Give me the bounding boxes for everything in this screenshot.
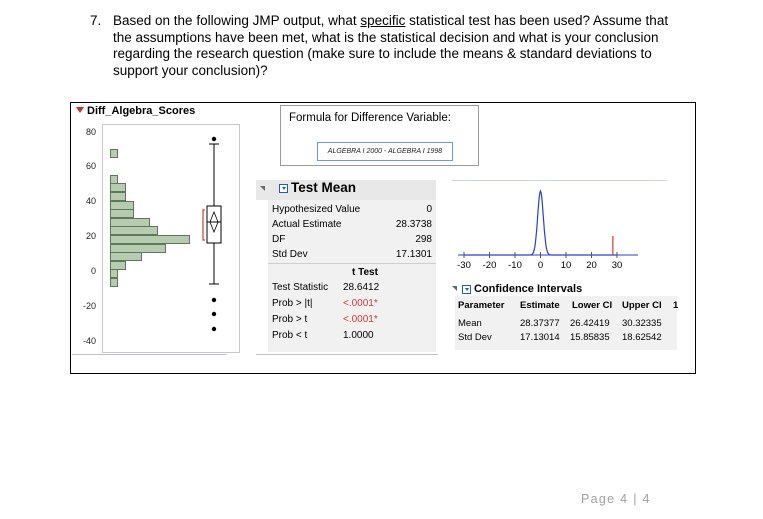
ci-cell: 26.42419 (570, 318, 610, 329)
ci-cell: 30.32335 (622, 318, 662, 329)
divider (452, 180, 667, 181)
ci-cell: Std Dev (458, 332, 492, 343)
x-tick-label: 20 (586, 260, 597, 271)
distribution-title: Diff_Algebra_Scores (87, 105, 196, 117)
outlier-box-plot (202, 136, 222, 332)
y-tick: -20 (82, 301, 96, 311)
histogram-bar[interactable] (110, 252, 142, 262)
histogram-bar[interactable] (110, 278, 118, 288)
test-mean-header[interactable] (256, 180, 436, 200)
red-triangle-icon[interactable] (76, 107, 84, 113)
x-tick-marks (463, 252, 618, 258)
t-density-plot (458, 189, 638, 258)
histogram-bar[interactable] (110, 183, 126, 193)
histogram-bar[interactable] (110, 217, 150, 227)
page-number: Page 4 | 4 (581, 492, 651, 506)
divider (256, 354, 438, 355)
histogram-bar[interactable] (110, 260, 126, 270)
stat-value: 17.1301 (395, 249, 432, 260)
distribution-header[interactable]: Diff_Algebra_Scores (72, 105, 242, 121)
ci-cell: 15.85835 (570, 332, 610, 343)
collapse-caret-icon[interactable] (452, 286, 457, 291)
ci-cell: 18.62542 (622, 332, 662, 343)
density-curve (464, 189, 617, 256)
outlier-point (211, 297, 217, 303)
t-stat-value: 1.0000 (343, 330, 374, 341)
formula-expression[interactable]: ALGEBRA I 2000 - ALGEBRA I 1998 (317, 142, 453, 161)
y-tick: -40 (82, 336, 96, 346)
x-tick-label: -20 (482, 260, 497, 271)
test-mean-title: Test Mean (291, 180, 357, 195)
y-tick: 60 (85, 161, 96, 171)
histogram-bar[interactable] (110, 174, 118, 184)
ci-column-header: Parameter (458, 300, 505, 311)
histogram-bar[interactable] (110, 243, 166, 253)
outlier-point (211, 311, 217, 317)
question-emphasis: specific (360, 13, 406, 28)
t-stat-label: Prob > |t| (272, 298, 313, 309)
t-stat-value: <.0001* (343, 298, 378, 309)
histogram-bar[interactable] (110, 149, 118, 159)
ci-column-header: 1 (673, 300, 679, 311)
t-stat-value: <.0001* (343, 314, 378, 325)
y-tick: 40 (85, 196, 96, 206)
divider (72, 354, 227, 355)
x-tick-label: 30 (611, 260, 623, 271)
x-tick-label: -10 (508, 260, 522, 271)
outlier-point (211, 136, 217, 142)
stat-value: 298 (415, 234, 432, 245)
histogram-bar[interactable] (110, 192, 126, 202)
stat-label: Actual Estimate (272, 219, 342, 230)
collapse-caret-icon[interactable] (260, 186, 265, 191)
y-tick: 20 (85, 231, 96, 241)
disclosure-menu-icon[interactable] (279, 184, 288, 193)
ci-column-header: Upper CI (622, 300, 662, 311)
mean-diamond (209, 210, 219, 234)
ci-title: Confidence Intervals (474, 283, 583, 295)
stat-value: 28.3738 (395, 219, 432, 230)
stat-label: Std Dev (272, 249, 308, 260)
histogram-bar[interactable] (110, 226, 158, 236)
disclosure-menu-icon[interactable] (462, 285, 471, 294)
ci-panel (455, 296, 677, 350)
t-stat-label: Prob < t (272, 330, 308, 341)
histogram-bar[interactable] (110, 235, 190, 245)
t-stat-label: Test Statistic (272, 282, 329, 293)
stat-label: DF (272, 234, 286, 245)
question-text: Based on the following JMP output, what … (113, 13, 669, 78)
x-tick-label: 0 (537, 260, 544, 271)
question-number: 7. (90, 13, 102, 28)
formula-title: Formula for Difference Variable: (289, 112, 451, 124)
x-tick-label: -30 (457, 260, 471, 271)
histogram-bar[interactable] (110, 200, 134, 210)
outlier-point (211, 326, 217, 332)
stat-label: Hypothesized Value (272, 204, 361, 215)
y-tick: 80 (85, 127, 96, 137)
t-test-header: t Test (352, 267, 378, 278)
x-tick-label: 10 (560, 260, 572, 271)
y-tick: 0 (90, 266, 96, 276)
histogram-bar[interactable] (110, 269, 118, 279)
ci-cell: 28.37377 (520, 318, 560, 329)
ci-column-header: Estimate (520, 300, 560, 311)
t-stat-label: Prob > t (272, 314, 308, 325)
histogram-bar[interactable] (110, 209, 134, 219)
ci-cell: 17.13014 (520, 332, 560, 343)
stat-value: 0 (426, 204, 432, 215)
t-stat-value: 28.6412 (343, 282, 380, 293)
divider (268, 263, 436, 264)
ci-column-header: Lower CI (572, 300, 613, 311)
test-mean-panel (268, 200, 436, 352)
shortest-half-bracket (202, 209, 205, 241)
ci-cell: Mean (458, 318, 482, 329)
